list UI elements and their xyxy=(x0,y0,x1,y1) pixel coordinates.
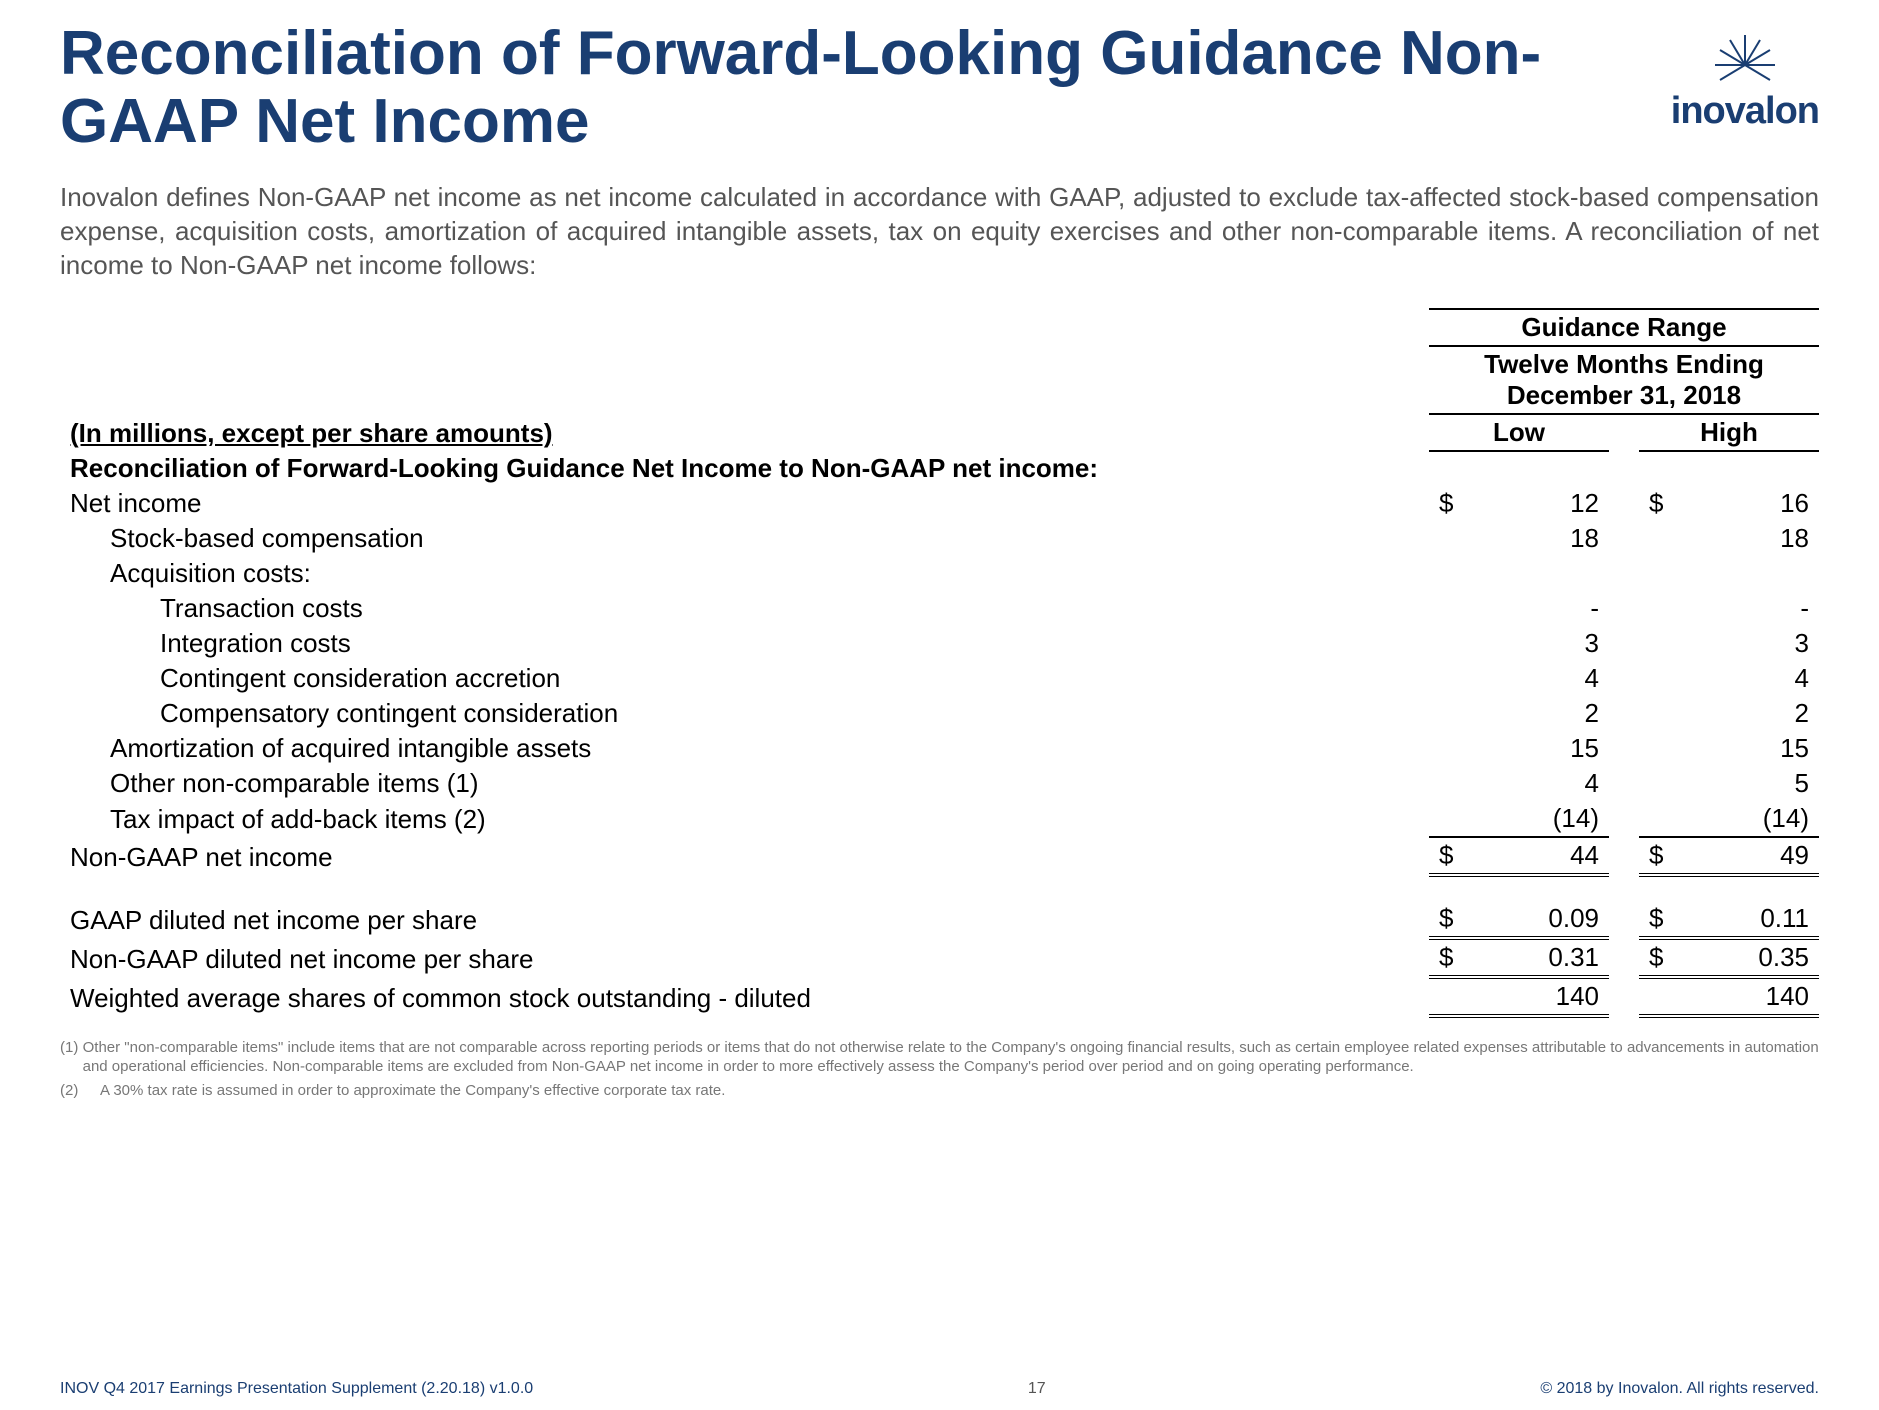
section-row: Reconciliation of Forward-Looking Guidan… xyxy=(60,451,1819,486)
row-ic: Integration costs 3 3 xyxy=(60,626,1819,661)
row-ccc: Compensatory contingent consideration 2 … xyxy=(60,696,1819,731)
guidance-header-row: Guidance Range xyxy=(60,309,1819,346)
val-high: 2 xyxy=(1689,696,1819,731)
footer-left: INOV Q4 2017 Earnings Presentation Suppl… xyxy=(60,1380,533,1398)
curr-low: $ xyxy=(1429,837,1479,875)
fn2-text: A 30% tax rate is assumed in order to ap… xyxy=(100,1081,725,1101)
row-tax: Tax impact of add-back items (2) (14) (1… xyxy=(60,801,1819,837)
val-high: 140 xyxy=(1689,977,1819,1016)
val-low: 44 xyxy=(1479,837,1609,875)
curr-high: $ xyxy=(1639,486,1689,521)
val-low: 3 xyxy=(1479,626,1609,661)
val-low: - xyxy=(1479,591,1609,626)
val-low: 4 xyxy=(1479,766,1609,801)
label: GAAP diluted net income per share xyxy=(60,901,1429,938)
column-header-row: (In millions, except per share amounts) … xyxy=(60,414,1819,451)
val-high: 0.11 xyxy=(1689,901,1819,938)
slide: Reconciliation of Forward-Looking Guidan… xyxy=(0,0,1879,1410)
row-tc: Transaction costs - - xyxy=(60,591,1819,626)
val-low: 4 xyxy=(1479,661,1609,696)
label: Non-GAAP net income xyxy=(60,837,1429,875)
val-low: 0.31 xyxy=(1479,938,1609,977)
footer-right: © 2018 by Inovalon. All rights reserved. xyxy=(1540,1380,1819,1398)
val-high: 0.35 xyxy=(1689,938,1819,977)
row-other: Other non-comparable items (1) 4 5 xyxy=(60,766,1819,801)
val-high: 3 xyxy=(1689,626,1819,661)
header-row: Reconciliation of Forward-Looking Guidan… xyxy=(60,20,1819,156)
val-high: 15 xyxy=(1689,731,1819,766)
val-low: 0.09 xyxy=(1479,901,1609,938)
val-high: 49 xyxy=(1689,837,1819,875)
row-nongaap: Non-GAAP net income $ 44 $ 49 xyxy=(60,837,1819,875)
label: Integration costs xyxy=(60,626,1429,661)
company-logo: inovalon xyxy=(1671,30,1819,133)
val-low: 15 xyxy=(1479,731,1609,766)
fn1-text: Other "non-comparable items" include ite… xyxy=(83,1038,1819,1077)
period-l1: Twelve Months Ending xyxy=(1484,349,1764,379)
val-low: 140 xyxy=(1479,977,1609,1016)
logo-text: inovalon xyxy=(1671,90,1819,133)
val-high: 16 xyxy=(1689,486,1819,521)
row-amort: Amortization of acquired intangible asse… xyxy=(60,731,1819,766)
val-high: (14) xyxy=(1689,801,1819,837)
label: Net income xyxy=(60,486,1429,521)
intro-paragraph: Inovalon defines Non-GAAP net income as … xyxy=(60,181,1819,282)
period-header-row: Twelve Months Ending December 31, 2018 xyxy=(60,346,1819,414)
curr-low: $ xyxy=(1429,938,1479,977)
val-low: 2 xyxy=(1479,696,1609,731)
val-low: (14) xyxy=(1479,801,1609,837)
period-header: Twelve Months Ending December 31, 2018 xyxy=(1429,346,1819,414)
label: Tax impact of add-back items (2) xyxy=(60,801,1429,837)
footnote-2: (2) A 30% tax rate is assumed in order t… xyxy=(60,1081,1819,1101)
val-low: 12 xyxy=(1479,486,1609,521)
row-nongaap-eps: Non-GAAP diluted net income per share $ … xyxy=(60,938,1819,977)
period-l2: December 31, 2018 xyxy=(1507,380,1741,410)
val-high: 5 xyxy=(1689,766,1819,801)
row-cca: Contingent consideration accretion 4 4 xyxy=(60,661,1819,696)
logo-burst-icon xyxy=(1710,30,1780,90)
row-shares: Weighted average shares of common stock … xyxy=(60,977,1819,1016)
high-header: High xyxy=(1639,414,1819,451)
reconciliation-table: Guidance Range Twelve Months Ending Dece… xyxy=(60,308,1819,1018)
val-high: - xyxy=(1689,591,1819,626)
val-high: 4 xyxy=(1689,661,1819,696)
low-header: Low xyxy=(1429,414,1609,451)
label: Amortization of acquired intangible asse… xyxy=(60,731,1429,766)
section-title: Reconciliation of Forward-Looking Guidan… xyxy=(60,451,1429,486)
val-low: 18 xyxy=(1479,521,1609,556)
curr-low: $ xyxy=(1429,486,1479,521)
page-title: Reconciliation of Forward-Looking Guidan… xyxy=(60,20,1671,156)
page-number: 17 xyxy=(1028,1380,1046,1398)
label: Stock-based compensation xyxy=(60,521,1429,556)
guidance-range-header: Guidance Range xyxy=(1429,309,1819,346)
curr-high: $ xyxy=(1639,901,1689,938)
units-header: (In millions, except per share amounts) xyxy=(60,414,1429,451)
label: Transaction costs xyxy=(60,591,1429,626)
row-net-income: Net income $ 12 $ 16 xyxy=(60,486,1819,521)
footnote-1: (1) Other "non-comparable items" include… xyxy=(60,1038,1819,1077)
row-sbc: Stock-based compensation 18 18 xyxy=(60,521,1819,556)
slide-footer: INOV Q4 2017 Earnings Presentation Suppl… xyxy=(60,1380,1819,1398)
label: Compensatory contingent consideration xyxy=(60,696,1429,731)
fn2-num: (2) xyxy=(60,1081,100,1101)
row-gaap-eps: GAAP diluted net income per share $ 0.09… xyxy=(60,901,1819,938)
label: Weighted average shares of common stock … xyxy=(60,977,1429,1016)
row-acq: Acquisition costs: xyxy=(60,556,1819,591)
curr-low: $ xyxy=(1429,901,1479,938)
fn1-num: (1) xyxy=(60,1038,83,1077)
curr-high: $ xyxy=(1639,837,1689,875)
footnotes: (1) Other "non-comparable items" include… xyxy=(60,1038,1819,1101)
curr-high: $ xyxy=(1639,938,1689,977)
label: Acquisition costs: xyxy=(60,556,1429,591)
label: Other non-comparable items (1) xyxy=(60,766,1429,801)
label: Contingent consideration accretion xyxy=(60,661,1429,696)
label: Non-GAAP diluted net income per share xyxy=(60,938,1429,977)
val-high: 18 xyxy=(1689,521,1819,556)
